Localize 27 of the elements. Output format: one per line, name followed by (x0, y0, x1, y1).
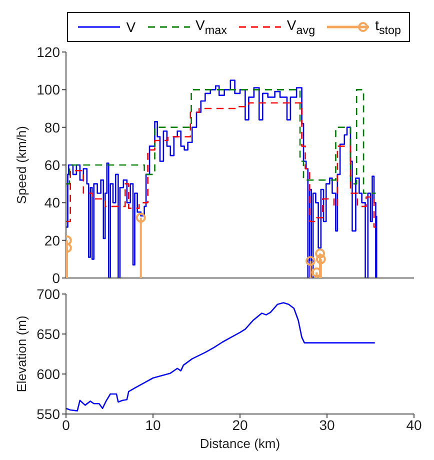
line-series (66, 302, 376, 412)
y-axis-title: Speed (km/h) (14, 126, 29, 204)
x-tick-label: 20 (232, 416, 248, 433)
y-tick-label: 80 (44, 119, 60, 136)
point (305, 256, 316, 266)
legend-label: V$_{avg}$ (286, 17, 316, 37)
y-tick-label: 20 (44, 232, 60, 248)
y-axis-title: Elevation (m) (14, 316, 29, 392)
legend-label: V (126, 18, 136, 35)
point (316, 254, 326, 264)
y-tick-label: 550 (36, 406, 60, 422)
x-axis-title: Distance (km) (200, 436, 280, 451)
y-tick-label: 700 (36, 286, 60, 302)
x-tick-label: 10 (145, 416, 161, 433)
y-tick-label: 100 (36, 82, 60, 98)
y-tick-label: 120 (36, 44, 60, 60)
point (315, 248, 326, 259)
y-tick-label: 650 (36, 326, 60, 342)
y-tick-label: 600 (36, 366, 60, 382)
y-tick-label: 0 (52, 270, 60, 286)
y-tick-label: 60 (44, 156, 60, 173)
legend-label: V$_{max}$ (196, 17, 227, 37)
x-tick-label: 0 (62, 416, 70, 433)
legend-label: t$_{stop}$ (375, 17, 401, 37)
y-tick-label: 40 (44, 194, 60, 211)
x-tick-label: 40 (406, 416, 422, 433)
x-tick-label: 30 (319, 416, 335, 433)
